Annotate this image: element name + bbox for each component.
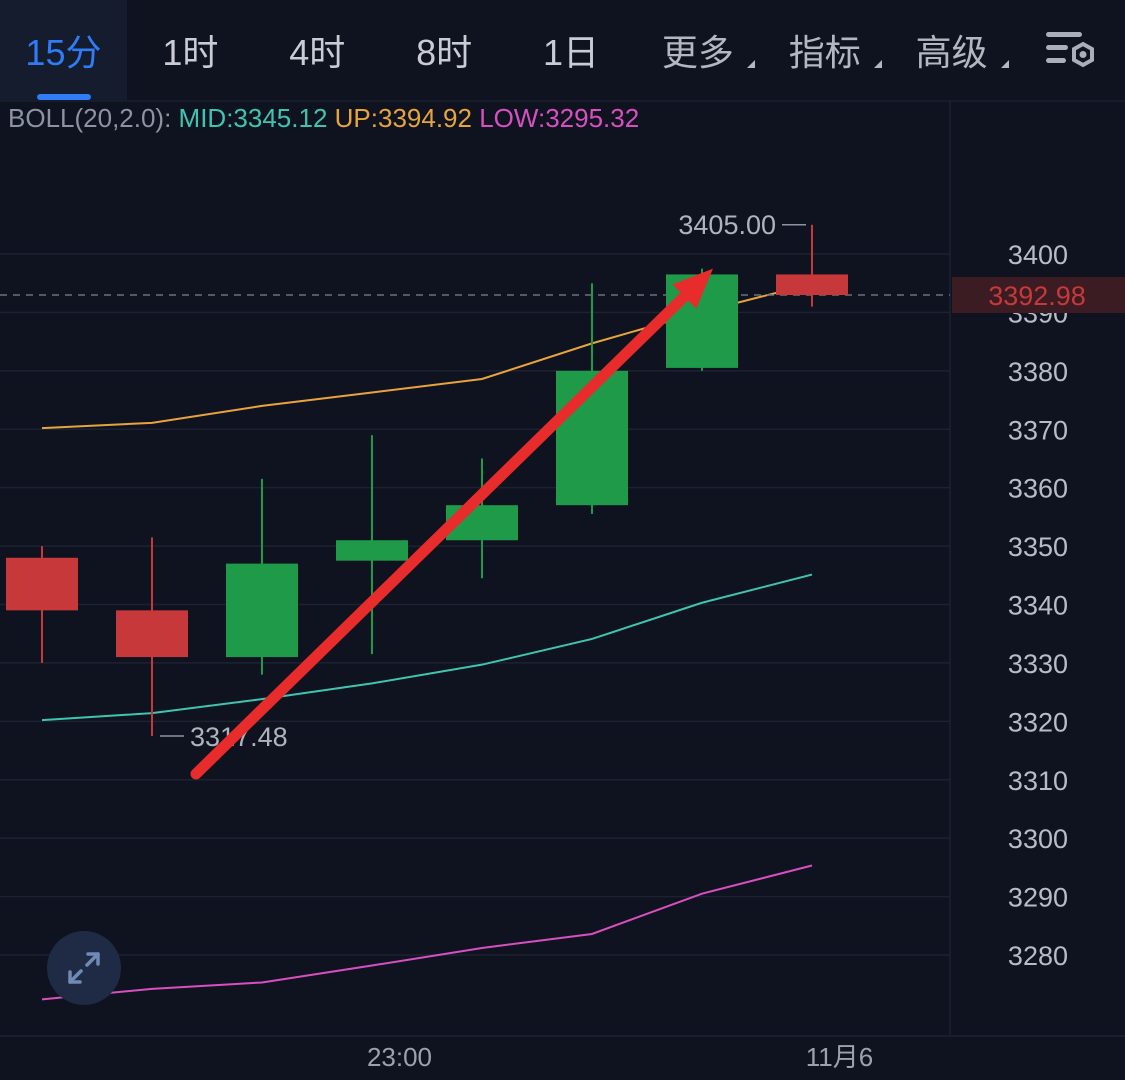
- x-tick-label: 11月6: [806, 1042, 873, 1072]
- dropdown-corner-icon: [874, 60, 883, 68]
- y-tick-label: 3380: [1008, 357, 1068, 387]
- tab-8hour-label: 8时: [416, 32, 473, 73]
- candle-body: [116, 610, 188, 658]
- y-tick-label: 3360: [1008, 474, 1068, 504]
- current-price-label: 3392.98: [988, 281, 1086, 311]
- y-tick-label: 3280: [1008, 941, 1068, 971]
- boll-label: BOLL(20,2.0):: [8, 103, 172, 133]
- tab-indicators-dropdown[interactable]: 指标: [761, 0, 888, 100]
- tab-4hour-label: 4时: [289, 32, 346, 73]
- x-tick-label: 23:00: [367, 1042, 432, 1072]
- dropdown-corner-icon: [1001, 60, 1010, 68]
- trend-arrow-head: [672, 268, 713, 309]
- boll-low-value: LOW:3295.32: [479, 103, 640, 133]
- tab-more-label: 更多: [661, 32, 734, 73]
- tab-indicators-label: 指标: [788, 32, 861, 73]
- tab-1hour[interactable]: 1时: [127, 0, 254, 100]
- chart-settings-icon: [1046, 32, 1095, 68]
- expand-arrows-icon: [68, 952, 100, 984]
- y-tick-label: 3330: [1008, 649, 1068, 679]
- tab-15min-label: 15分: [25, 32, 102, 73]
- y-tick-label: 3300: [1008, 824, 1068, 854]
- fullscreen-button[interactable]: [47, 931, 121, 1005]
- y-tick-label: 3290: [1008, 883, 1068, 913]
- y-tick-label: 3370: [1008, 415, 1068, 445]
- candle-body: [776, 274, 848, 296]
- bollinger-legend: BOLL(20,2.0): MID:3345.12 UP:3394.92 LOW…: [8, 103, 639, 134]
- candle-body: [336, 540, 408, 561]
- y-tick-label: 3340: [1008, 591, 1068, 621]
- tab-1day[interactable]: 1日: [508, 0, 635, 100]
- tab-1day-label: 1日: [542, 32, 600, 73]
- active-tab-indicator: [37, 94, 91, 100]
- timeframe-tab-bar: 15分 1时 4时 8时 1日 更多 指标 高级: [0, 0, 1125, 100]
- dropdown-corner-icon: [747, 60, 756, 68]
- tab-15min[interactable]: 15分: [0, 0, 127, 100]
- tab-more-dropdown[interactable]: 更多: [634, 0, 761, 100]
- boll-mid-value: MID:3345.12: [178, 103, 328, 133]
- high-price-label: 3405.00: [678, 210, 776, 240]
- boll-up-value: UP:3394.92: [334, 103, 472, 133]
- y-tick-label: 3310: [1008, 766, 1068, 796]
- y-tick-label: 3350: [1008, 532, 1068, 562]
- y-tick-label: 3400: [1008, 240, 1068, 270]
- tab-8hour[interactable]: 8时: [381, 0, 508, 100]
- y-tick-label: 3320: [1008, 707, 1068, 737]
- trend-arrow-shaft: [190, 291, 690, 780]
- candle-body: [6, 557, 78, 611]
- candle-body: [226, 563, 298, 658]
- boll-low-line: [41, 864, 813, 1001]
- current-price-tag: [952, 277, 1125, 314]
- chart-settings-button[interactable]: [1015, 0, 1125, 100]
- boll-mid-line: [41, 573, 813, 722]
- tab-4hour[interactable]: 4时: [254, 0, 381, 100]
- tab-advanced-label: 高级: [915, 32, 988, 73]
- tab-advanced-dropdown[interactable]: 高级: [888, 0, 1015, 100]
- tab-1hour-label: 1时: [162, 32, 219, 73]
